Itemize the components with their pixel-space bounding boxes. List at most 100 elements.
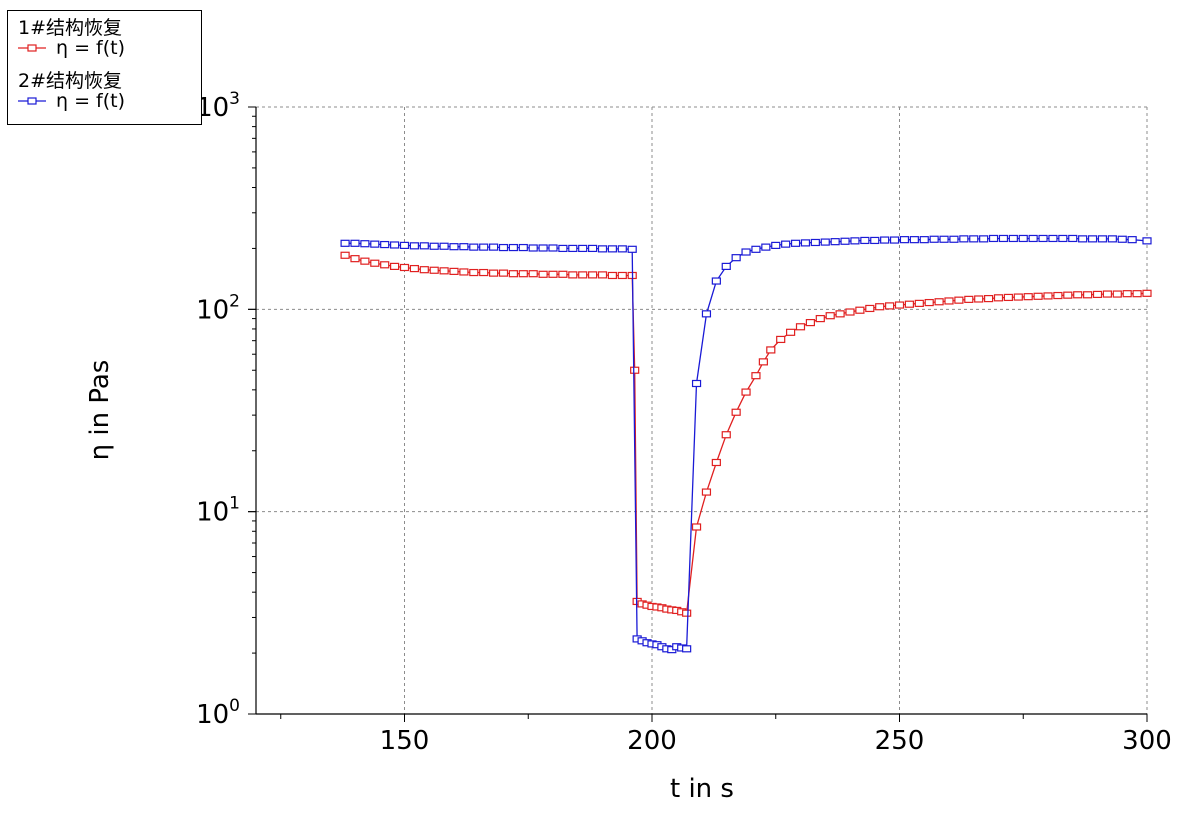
y-tick-label-10-3: 103 [196, 89, 240, 123]
series-2-point [929, 235, 939, 243]
series-1-point [578, 271, 588, 279]
series-1-point [479, 268, 489, 277]
series-2-point [761, 243, 771, 251]
series-1-point [964, 295, 974, 303]
series-2-point [419, 242, 429, 250]
series-2-point [469, 243, 479, 251]
series-1-point [568, 271, 578, 279]
series-1-point [429, 266, 439, 274]
legend-header-1: 1#结构恢复 [18, 17, 122, 39]
series-2-point [919, 236, 929, 244]
series-1-point [815, 314, 825, 323]
series-1-point [1033, 292, 1043, 300]
y-tick-label-10-2: 102 [196, 291, 240, 325]
series-2-point [1078, 235, 1088, 243]
series-1-point [558, 270, 568, 278]
legend-box [7, 10, 202, 125]
series-2-point [1127, 236, 1137, 244]
series-2-point [810, 238, 820, 247]
series-1-point [934, 298, 944, 306]
series-2-point [578, 244, 588, 253]
series-1-point [469, 268, 479, 277]
series-1-point [711, 458, 721, 467]
series-2-point [350, 239, 360, 247]
series-2-point [587, 244, 598, 253]
legend-entry-2: η = f(t) [56, 90, 125, 112]
series-1-point [731, 408, 741, 416]
series-2-point [741, 248, 751, 256]
series-2-point [1028, 234, 1038, 243]
series-2-point [790, 239, 801, 247]
x-tick-label-300: 300 [1122, 726, 1172, 756]
series-1-point [721, 431, 731, 439]
series-1-point [340, 251, 350, 259]
series-1-point [1132, 290, 1142, 298]
series-2-point [1097, 235, 1108, 243]
series-2-point [568, 244, 578, 253]
legend-header-2: 2#结构恢复 [18, 70, 122, 92]
series-1-point [974, 295, 984, 303]
series-1-point [825, 312, 835, 320]
series-1-point [914, 299, 924, 307]
series-2-point [390, 241, 400, 249]
series-2-point [701, 310, 712, 318]
series-1-point [924, 298, 934, 307]
series-2-point [1107, 235, 1117, 243]
series-2-point [830, 238, 840, 246]
series-1-point [380, 261, 390, 269]
series-1-point [538, 270, 548, 278]
x-tick-label-150: 150 [380, 726, 430, 756]
series-1-point [528, 270, 538, 278]
series-1-point [682, 609, 692, 617]
series-1-point [1142, 289, 1152, 297]
series-1-point [1063, 291, 1073, 299]
series-1-point [1013, 293, 1023, 301]
series-2-point [617, 245, 627, 253]
series-2-point [360, 240, 370, 248]
series-1-point [498, 269, 509, 277]
y-tick-label-10-0: 100 [196, 696, 240, 730]
series-1-point [1053, 291, 1063, 300]
series-1-point [449, 267, 459, 275]
series-1-point [439, 267, 449, 275]
series-2-point [498, 243, 509, 252]
series-2-point [1038, 234, 1048, 243]
series-2-point [399, 241, 410, 250]
series-1-point [399, 263, 410, 272]
series-1-point [1122, 290, 1132, 298]
series-2-point [1058, 234, 1068, 243]
series-2-point [459, 243, 469, 251]
series-2-point [548, 244, 558, 252]
series-1-point [548, 270, 558, 278]
series-1-point [1112, 290, 1122, 298]
series-2-point [1008, 234, 1018, 243]
legend-swatch-marker-1 [27, 44, 37, 52]
series-1-point [766, 346, 776, 354]
series-2-point [711, 277, 721, 285]
series-2-point [988, 234, 999, 243]
series-1-point [835, 310, 845, 318]
series-1-point [758, 358, 768, 366]
series-2-point [820, 238, 830, 246]
legend-entry-1: η = f(t) [56, 37, 125, 59]
series-2-point [949, 235, 959, 243]
series-1-point [795, 323, 806, 331]
series-1-point [1102, 290, 1113, 298]
series-1-point [617, 271, 627, 280]
grid [256, 106, 1148, 715]
series-2-point [691, 379, 702, 388]
series-2-point [899, 236, 910, 244]
y-tick-label-10-1: 101 [196, 494, 240, 528]
series-2-point [721, 262, 731, 271]
series-2-point [1142, 237, 1152, 245]
series-2-point [627, 245, 637, 253]
series-2-point [538, 244, 548, 252]
series-1-point [875, 303, 885, 311]
axes [255, 107, 1147, 715]
series-2-point [409, 242, 419, 250]
series-1-point [597, 271, 608, 279]
series [340, 234, 1152, 654]
series-1-point [805, 318, 816, 327]
